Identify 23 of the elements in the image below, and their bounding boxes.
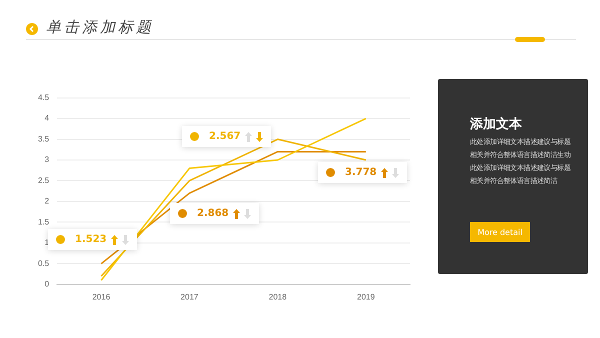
y-tick-label: 2.5 bbox=[38, 176, 50, 185]
y-tick-label: 3.5 bbox=[38, 134, 50, 144]
callout-card: 2.868 bbox=[170, 203, 259, 224]
y-tick-label: 1 bbox=[44, 238, 50, 248]
y-tick-label: 1.5 bbox=[38, 217, 50, 226]
x-tick-label: 2018 bbox=[268, 292, 288, 302]
annotation: 3.778 bbox=[345, 167, 377, 178]
y-tick-label: 4 bbox=[44, 114, 50, 123]
y-tick-label: 0.5 bbox=[38, 258, 50, 268]
annotation: 2.868 bbox=[197, 208, 229, 219]
x-tick-label: 2017 bbox=[180, 292, 199, 302]
annotation: 2.567 bbox=[209, 131, 241, 142]
y-tick-label: 0 bbox=[44, 280, 50, 289]
callout-card: 2.567 bbox=[182, 126, 271, 147]
x-tick-label: 2019 bbox=[356, 292, 376, 302]
callout-card: 3.778 bbox=[318, 162, 407, 183]
x-tick-label: 2016 bbox=[92, 292, 111, 302]
y-tick-label: 2 bbox=[44, 196, 50, 206]
y-tick-label: 3 bbox=[44, 155, 50, 164]
chart-title: 单击添加标题 bbox=[46, 18, 154, 37]
callout-card: 1.523 bbox=[48, 229, 137, 250]
annotation: 1.523 bbox=[75, 234, 107, 245]
y-tick-label: 4.5 bbox=[38, 93, 50, 102]
